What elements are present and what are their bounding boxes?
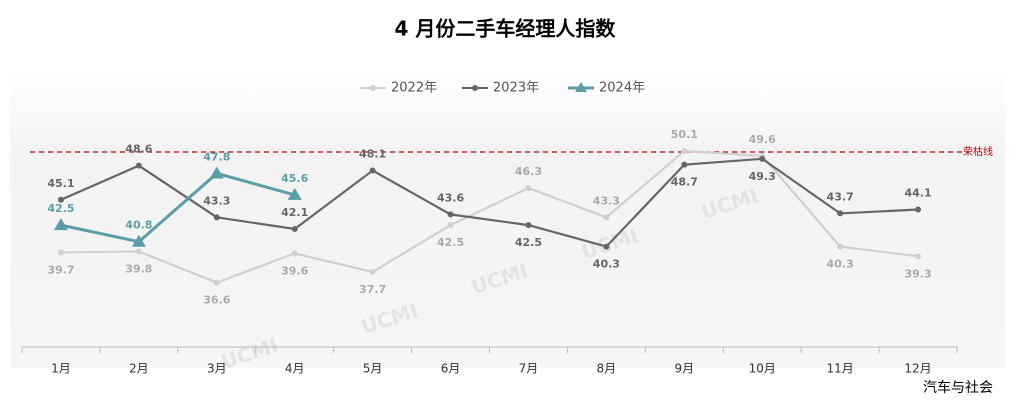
- chart-title: 4 月份二手车经理人指数: [395, 17, 617, 41]
- point: [213, 214, 220, 221]
- point: [135, 162, 142, 169]
- point: [603, 214, 610, 221]
- value-label: 42.5: [47, 202, 74, 215]
- value-label: 39.6: [281, 264, 308, 277]
- point: [291, 226, 298, 233]
- reference-label: 荣枯线: [963, 145, 993, 158]
- point: [369, 268, 376, 275]
- value-label: 50.1: [671, 128, 698, 141]
- plot-background: [10, 68, 1005, 368]
- point: [131, 234, 146, 247]
- value-label: 37.7: [359, 283, 386, 296]
- legend-label: 2023年: [493, 81, 539, 96]
- value-label: 39.3: [904, 267, 931, 280]
- x-tick-label: 4月: [285, 362, 305, 376]
- series-line: [60, 149, 919, 284]
- point: [681, 161, 688, 168]
- point: [525, 222, 532, 229]
- value-label: 43.3: [593, 194, 620, 207]
- point: [369, 167, 376, 174]
- value-label: 48.7: [671, 176, 698, 189]
- source: 汽车与社会: [923, 379, 993, 396]
- x-tick-label: 3月: [207, 362, 227, 376]
- value-label: 42.5: [515, 236, 542, 249]
- legend-marker: [575, 82, 587, 92]
- value-label: 44.1: [904, 187, 931, 200]
- x-tick-label: 10月: [749, 362, 776, 376]
- value-label: 45.1: [47, 177, 74, 190]
- point: [681, 148, 688, 155]
- point: [287, 187, 302, 200]
- point: [837, 210, 844, 217]
- value-label: 49.3: [749, 170, 776, 183]
- point: [57, 196, 64, 203]
- x-tick-label: 6月: [441, 362, 461, 376]
- value-label: 40.8: [125, 219, 152, 232]
- legend-label: 2022年: [391, 81, 437, 96]
- series-line: [60, 157, 919, 248]
- point: [291, 250, 298, 257]
- value-label: 45.6: [281, 172, 308, 185]
- x-tick-label: 11月: [826, 362, 853, 376]
- legend-marker: [370, 85, 376, 91]
- point: [53, 218, 68, 231]
- point: [915, 206, 922, 213]
- legend-label: 2024年: [599, 81, 645, 96]
- x-tick-label: 2月: [129, 362, 149, 376]
- value-label: 39.7: [47, 263, 74, 276]
- series-line: [60, 171, 296, 244]
- value-label: 43.6: [437, 191, 464, 204]
- value-label: 40.3: [593, 258, 620, 271]
- point: [447, 211, 454, 218]
- value-label: 43.3: [203, 194, 230, 207]
- value-label: 39.8: [125, 262, 152, 275]
- point: [915, 253, 922, 260]
- point: [135, 248, 142, 255]
- value-label: 46.3: [515, 165, 542, 178]
- point: [837, 243, 844, 250]
- x-tick-label: 7月: [519, 362, 539, 376]
- legend-marker: [472, 85, 478, 91]
- point: [759, 155, 766, 162]
- value-label: 36.6: [203, 294, 230, 307]
- point: [57, 249, 64, 256]
- value-label: 42.1: [281, 206, 308, 219]
- point: [603, 243, 610, 250]
- value-label: 47.8: [203, 150, 230, 163]
- point: [209, 166, 224, 179]
- x-tick-label: 1月: [51, 362, 71, 376]
- value-label: 48.6: [125, 143, 152, 156]
- point: [213, 279, 220, 286]
- x-tick-label: 12月: [904, 362, 931, 376]
- value-label: 48.1: [359, 148, 386, 161]
- x-tick-label: 5月: [363, 362, 383, 376]
- point: [447, 222, 454, 229]
- value-label: 40.3: [827, 258, 854, 271]
- x-tick-label: 8月: [597, 362, 617, 376]
- value-label: 43.7: [827, 190, 854, 203]
- x-tick-label: 9月: [674, 362, 694, 376]
- point: [525, 185, 532, 192]
- value-label: 42.5: [437, 236, 464, 249]
- value-label: 49.6: [749, 133, 776, 146]
